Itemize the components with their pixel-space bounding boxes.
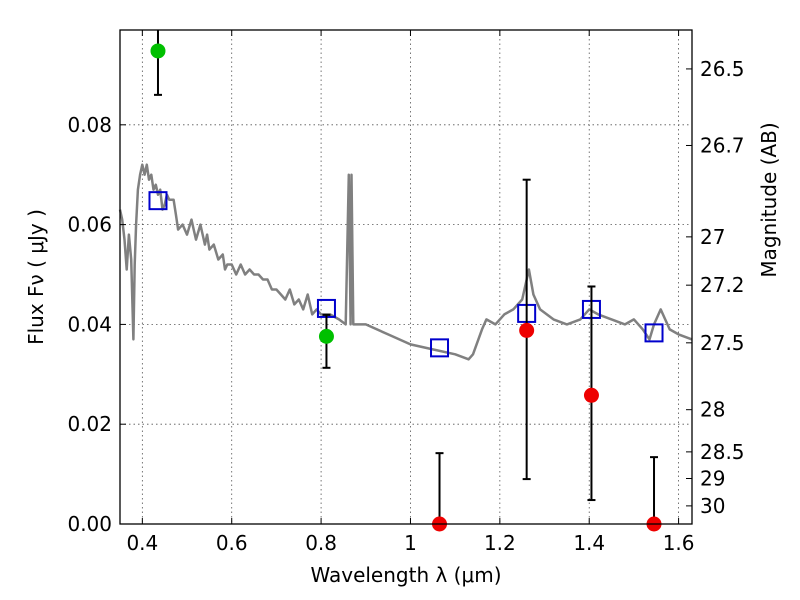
y-tick-label: 0.06 [67, 213, 112, 237]
y-tick-label: 0.00 [67, 512, 112, 536]
y-axis-label: Flux Fν ( μJy ) [24, 209, 48, 345]
model-square-marker [430, 338, 450, 358]
mag-tick-label: 28.5 [700, 440, 745, 464]
plot-area [118, 30, 693, 532]
right-axis-label: Magnitude (AB) [757, 122, 781, 277]
flux-point [583, 387, 599, 403]
mag-tick-label: 30 [700, 494, 725, 518]
mag-tick-label: 27.2 [700, 273, 745, 297]
mag-tick-label: 26.7 [700, 133, 745, 157]
sed-model-line [118, 163, 693, 361]
x-tick-label: 1.6 [663, 531, 695, 555]
x-tick-label: 1.2 [484, 531, 516, 555]
mag-tick-label: 28 [700, 398, 725, 422]
y-tick-label: 0.04 [67, 312, 112, 336]
model-square-marker [644, 323, 664, 343]
mag-tick-label: 26.5 [700, 57, 745, 81]
x-tick-label: 0.6 [216, 531, 248, 555]
plot-frame [119, 29, 693, 525]
x-axis-label: Wavelength λ (μm) [310, 563, 501, 587]
x-tick-label: 0.4 [126, 531, 158, 555]
x-tick-label: 1.4 [573, 531, 605, 555]
mag-tick-label: 27.5 [700, 331, 745, 355]
y-tick-label: 0.08 [67, 113, 112, 137]
flux-point [519, 322, 535, 338]
model-square-marker [148, 191, 168, 211]
detection-point [150, 43, 166, 59]
x-tick-label: 0.8 [305, 531, 337, 555]
x-tick-label: 1 [404, 531, 417, 555]
detection-point [318, 328, 334, 344]
grid [120, 30, 692, 525]
mag-tick-label: 29 [700, 466, 725, 490]
mag-tick-label: 27 [700, 225, 725, 249]
y-tick-label: 0.02 [67, 412, 112, 436]
axes: 0.4 0.6 0.8 1 1.2 1.4 1.6 0.00 0.02 0.04 0.06 0.08 2… [67, 30, 745, 555]
